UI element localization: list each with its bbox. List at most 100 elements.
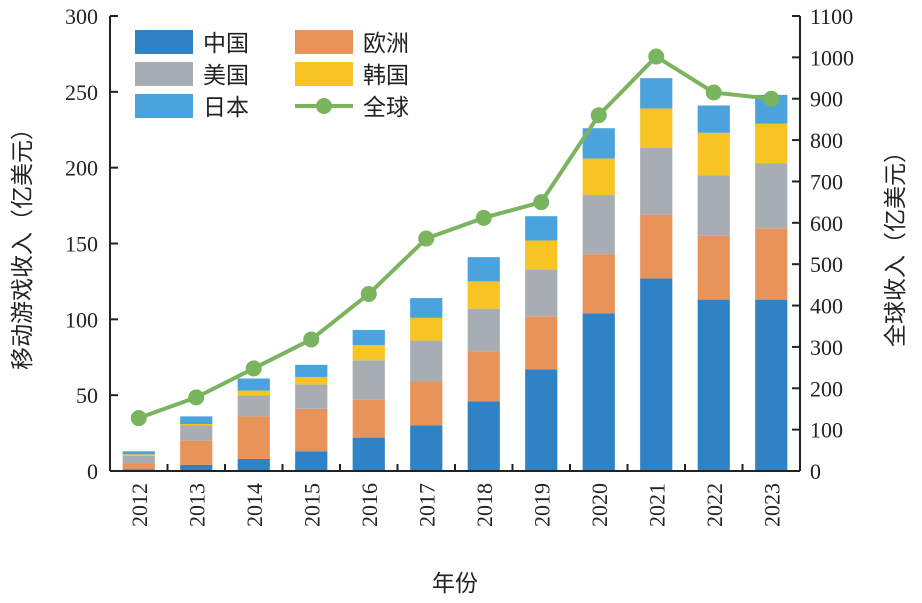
- y-tick-label: 50: [76, 383, 98, 408]
- bar-2017-s3: [410, 317, 443, 341]
- line-point-2015: [303, 331, 320, 348]
- x-tick-label: 2020: [587, 483, 612, 527]
- y-tick-label: 200: [65, 156, 98, 181]
- y-tick-label: 150: [65, 232, 98, 257]
- bar-2022-s2: [697, 175, 730, 236]
- bar-2013-s1: [180, 440, 213, 465]
- legend-swatch-3: [295, 62, 353, 86]
- line-point-2014: [245, 360, 262, 377]
- y2-tick-label: 700: [810, 169, 843, 194]
- bar-2014-s2: [237, 395, 270, 417]
- x-tick-label: 2012: [127, 483, 152, 527]
- x-tick-label: 2013: [184, 483, 209, 527]
- bar-2016-s3: [352, 345, 385, 361]
- bar-2012-s2: [122, 455, 155, 464]
- y2-tick-label: 1100: [810, 4, 853, 29]
- x-tick-label: 2023: [759, 483, 784, 527]
- bar-2017-s2: [410, 340, 443, 382]
- bar-2016-s4: [352, 329, 385, 346]
- bar-2021-s3: [640, 108, 673, 148]
- bar-2019-s1: [525, 316, 558, 370]
- bar-2015-s4: [295, 364, 328, 377]
- bar-2020-s2: [582, 194, 615, 255]
- bar-2014-s1: [237, 416, 270, 459]
- bar-2012-s4: [122, 451, 155, 455]
- legend-label-5: 全球: [363, 95, 409, 121]
- bar-2014-s0: [237, 458, 270, 471]
- bar-2018-s0: [467, 401, 500, 471]
- y2-tick-label: 400: [810, 294, 843, 319]
- bar-2018-s4: [467, 257, 500, 282]
- line-point-2023: [763, 90, 780, 107]
- y2-tick-label: 900: [810, 87, 843, 112]
- bar-2018-s3: [467, 281, 500, 309]
- legend-swatch-1: [295, 30, 353, 54]
- bar-2015-s3: [295, 376, 328, 385]
- y2-tick-label: 300: [810, 335, 843, 360]
- x-tick-label: 2014: [242, 483, 267, 527]
- x-tick-label: 2022: [702, 483, 727, 527]
- bar-2020-s1: [582, 254, 615, 314]
- bar-2020-s3: [582, 158, 615, 195]
- bar-2012-s3: [122, 454, 155, 456]
- bar-2021-s0: [640, 278, 673, 471]
- legend-marker: [316, 98, 332, 114]
- line-point-2018: [475, 209, 492, 226]
- bar-2015-s0: [295, 451, 328, 471]
- legend-swatch-2: [135, 62, 193, 86]
- y2-tick-label: 0: [810, 459, 821, 484]
- bars-layer: [122, 78, 788, 471]
- bar-2012-s1: [122, 463, 155, 470]
- bar-2021-s2: [640, 147, 673, 215]
- bar-2013-s2: [180, 425, 213, 441]
- bar-2021-s4: [640, 78, 673, 109]
- bar-2022-s0: [697, 299, 730, 471]
- y-tick-label: 0: [87, 459, 98, 484]
- bar-2016-s0: [352, 437, 385, 471]
- x-tick-label: 2021: [644, 483, 669, 527]
- bar-2016-s1: [352, 399, 385, 438]
- bar-2018-s2: [467, 308, 500, 352]
- axes-layer: 0 50 100 150 200 250 300 0 100 200 300 400 500 600 700…: [65, 4, 854, 527]
- line-point-2017: [418, 230, 435, 247]
- bar-2015-s2: [295, 384, 328, 409]
- bar-2019-s0: [525, 369, 558, 471]
- y2-tick-label: 200: [810, 376, 843, 401]
- bar-2022-s4: [697, 105, 730, 133]
- y2-axis-title: 全球收入（亿美元）: [883, 140, 909, 347]
- legend-label-3: 韩国: [363, 63, 409, 89]
- bar-2017-s0: [410, 425, 443, 471]
- legend-swatch-0: [135, 30, 193, 54]
- legend-label-1: 欧洲: [363, 31, 409, 57]
- y2-tick-label: 500: [810, 252, 843, 277]
- bar-2023-s1: [755, 228, 788, 300]
- x-tick-label: 2017: [414, 483, 439, 527]
- bar-2019-s3: [525, 240, 558, 270]
- bar-2021-s1: [640, 214, 673, 279]
- bar-2018-s1: [467, 351, 500, 402]
- bar-2019-s2: [525, 269, 558, 317]
- bar-2013-s0: [180, 464, 213, 471]
- bar-2014-s4: [237, 378, 270, 391]
- bar-2013-s3: [180, 423, 213, 426]
- y2-tick-label: 800: [810, 128, 843, 153]
- bar-2015-s1: [295, 408, 328, 452]
- legend-label-0: 中国: [203, 31, 249, 57]
- y-tick-label: 300: [65, 4, 98, 29]
- bar-2017-s1: [410, 381, 443, 426]
- x-tick-label: 2019: [529, 483, 554, 527]
- bar-2023-s3: [755, 123, 788, 164]
- y-tick-label: 250: [65, 80, 98, 105]
- line-layer: [130, 48, 780, 427]
- legend-swatch-4: [135, 94, 193, 118]
- bar-2013-s4: [180, 416, 213, 424]
- line-point-2019: [533, 194, 550, 211]
- y-axis-title: 移动游戏收入（亿美元）: [10, 117, 36, 370]
- line-point-2012: [130, 410, 147, 427]
- line-point-2020: [590, 107, 607, 124]
- line-series: [138, 54, 772, 420]
- y2-tick-label: 1000: [810, 45, 854, 70]
- bar-2023-s2: [755, 163, 788, 229]
- y2-tick-label: 100: [810, 418, 843, 443]
